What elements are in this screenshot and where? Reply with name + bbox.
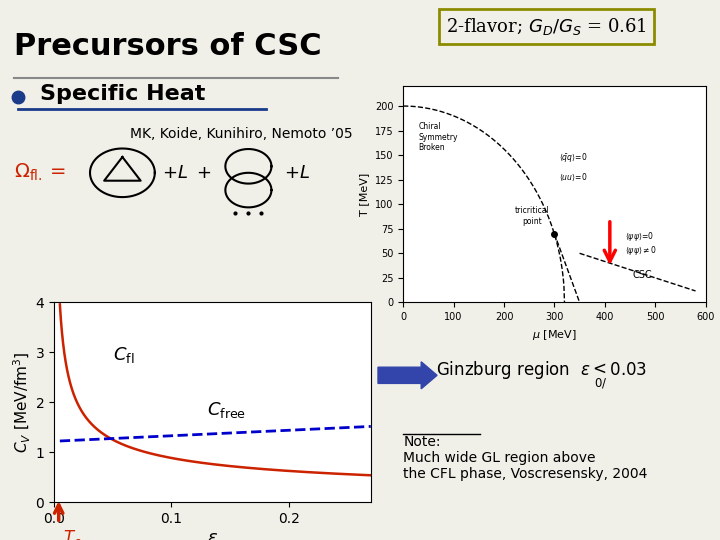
- Text: $C_{\mathrm{fl}}$: $C_{\mathrm{fl}}$: [112, 345, 134, 365]
- Text: Specific Heat: Specific Heat: [40, 84, 205, 105]
- Text: CSC: CSC: [633, 270, 652, 280]
- Text: $T_c$: $T_c$: [63, 528, 82, 540]
- Y-axis label: $C_V$ [MeV/fm$^3$]: $C_V$ [MeV/fm$^3$]: [12, 352, 32, 453]
- X-axis label: $\mu$ [MeV]: $\mu$ [MeV]: [532, 328, 577, 342]
- Text: $\langle\psi\psi\rangle$=0: $\langle\psi\psi\rangle$=0: [625, 230, 654, 242]
- Text: MK, Koide, Kunihiro, Nemoto ’05: MK, Koide, Kunihiro, Nemoto ’05: [130, 127, 352, 141]
- Y-axis label: T [MeV]: T [MeV]: [359, 173, 369, 216]
- Text: $\langle\psi\psi\rangle\neq$0: $\langle\psi\psi\rangle\neq$0: [625, 244, 657, 257]
- Text: Chiral
Symmetry
Broken: Chiral Symmetry Broken: [418, 123, 458, 152]
- Text: $C_{\mathrm{free}}$: $C_{\mathrm{free}}$: [207, 400, 246, 420]
- Text: $\Omega_{\rm fl.}=$: $\Omega_{\rm fl.}=$: [14, 162, 66, 184]
- Text: $\langle\bar{q}q\rangle$=0: $\langle\bar{q}q\rangle$=0: [559, 151, 588, 164]
- Text: $\langle uu\rangle$=0: $\langle uu\rangle$=0: [559, 172, 588, 183]
- FancyArrow shape: [378, 362, 437, 389]
- X-axis label: $\varepsilon$: $\varepsilon$: [207, 529, 218, 540]
- Text: tricritical
point: tricritical point: [514, 206, 549, 226]
- Text: Ginzburg region  $\varepsilon \underset{0/}{<} 0.03$: Ginzburg region $\varepsilon \underset{0…: [436, 360, 647, 391]
- Text: Note:
Much wide GL region above
the CFL phase, Voscresensky, 2004: Note: Much wide GL region above the CFL …: [403, 435, 647, 481]
- Text: $+L\ +$: $+L\ +$: [162, 164, 212, 182]
- Text: Precursors of CSC: Precursors of CSC: [14, 32, 322, 62]
- Text: $+L$: $+L$: [284, 164, 310, 182]
- Text: 2-flavor; $G_D/G_S$ = 0.61: 2-flavor; $G_D/G_S$ = 0.61: [446, 16, 647, 37]
